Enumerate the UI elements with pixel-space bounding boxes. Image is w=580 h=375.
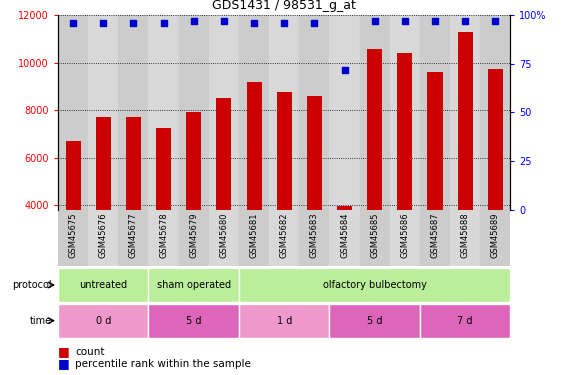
Text: sham operated: sham operated bbox=[157, 280, 231, 290]
Bar bbox=[96, 117, 111, 210]
Bar bbox=[427, 72, 443, 210]
Bar bbox=[239, 304, 329, 338]
Point bbox=[340, 67, 349, 73]
Text: ■: ■ bbox=[58, 345, 70, 358]
Text: GSM45686: GSM45686 bbox=[400, 213, 409, 258]
Bar bbox=[269, 15, 299, 210]
Point bbox=[219, 18, 229, 24]
Bar bbox=[329, 15, 360, 210]
Text: time: time bbox=[30, 316, 52, 326]
Bar bbox=[239, 268, 510, 302]
Point bbox=[99, 20, 108, 26]
Title: GDS1431 / 98531_g_at: GDS1431 / 98531_g_at bbox=[212, 0, 356, 12]
Text: GSM45689: GSM45689 bbox=[491, 213, 500, 258]
Bar bbox=[246, 82, 262, 210]
Bar bbox=[58, 268, 148, 302]
Bar bbox=[88, 210, 118, 266]
Bar bbox=[390, 15, 420, 210]
Text: untreated: untreated bbox=[79, 280, 127, 290]
Text: GSM45678: GSM45678 bbox=[159, 213, 168, 258]
Bar bbox=[209, 210, 239, 266]
Point bbox=[370, 18, 379, 24]
Bar bbox=[126, 117, 141, 210]
Bar bbox=[488, 69, 503, 210]
Point bbox=[310, 20, 319, 26]
Bar bbox=[397, 53, 412, 210]
Text: protocol: protocol bbox=[13, 280, 52, 290]
Point bbox=[280, 20, 289, 26]
Bar bbox=[148, 304, 239, 338]
Bar bbox=[390, 210, 420, 266]
Point bbox=[68, 20, 78, 26]
Text: GSM45682: GSM45682 bbox=[280, 213, 289, 258]
Bar bbox=[367, 50, 382, 210]
Bar bbox=[209, 15, 239, 210]
Text: 7 d: 7 d bbox=[458, 316, 473, 326]
Bar bbox=[148, 15, 179, 210]
Bar bbox=[480, 210, 510, 266]
Bar bbox=[58, 210, 88, 266]
Text: GSM45681: GSM45681 bbox=[249, 213, 259, 258]
Bar bbox=[360, 210, 390, 266]
Bar bbox=[299, 15, 329, 210]
Text: ■: ■ bbox=[58, 357, 70, 370]
Text: GSM45679: GSM45679 bbox=[189, 213, 198, 258]
Bar bbox=[307, 96, 322, 210]
Text: GSM45675: GSM45675 bbox=[68, 213, 78, 258]
Text: GSM45688: GSM45688 bbox=[461, 213, 470, 258]
Point bbox=[189, 18, 198, 24]
Text: 5 d: 5 d bbox=[186, 316, 201, 326]
Text: GSM45684: GSM45684 bbox=[340, 213, 349, 258]
Bar bbox=[118, 210, 148, 266]
Bar bbox=[450, 15, 480, 210]
Text: GSM45687: GSM45687 bbox=[430, 213, 440, 258]
Text: 1 d: 1 d bbox=[277, 316, 292, 326]
Bar bbox=[179, 15, 209, 210]
Point bbox=[430, 18, 440, 24]
Point bbox=[129, 20, 138, 26]
Bar bbox=[239, 210, 269, 266]
Bar bbox=[239, 15, 269, 210]
Bar bbox=[277, 92, 292, 210]
Text: olfactory bulbectomy: olfactory bulbectomy bbox=[322, 280, 427, 290]
Bar bbox=[179, 210, 209, 266]
Bar bbox=[269, 210, 299, 266]
Bar bbox=[299, 210, 329, 266]
Text: percentile rank within the sample: percentile rank within the sample bbox=[75, 359, 251, 369]
Bar bbox=[420, 304, 510, 338]
Text: GSM45676: GSM45676 bbox=[99, 213, 108, 258]
Text: 0 d: 0 d bbox=[96, 316, 111, 326]
Text: 5 d: 5 d bbox=[367, 316, 382, 326]
Bar bbox=[66, 141, 81, 210]
Point bbox=[461, 18, 470, 24]
Bar bbox=[329, 304, 420, 338]
Bar bbox=[420, 15, 450, 210]
Bar bbox=[458, 32, 473, 210]
Bar bbox=[186, 112, 201, 210]
Bar bbox=[480, 15, 510, 210]
Bar bbox=[420, 210, 450, 266]
Bar bbox=[148, 210, 179, 266]
Bar bbox=[58, 15, 88, 210]
Bar bbox=[58, 304, 148, 338]
Point bbox=[249, 20, 259, 26]
Bar bbox=[450, 210, 480, 266]
Text: GSM45683: GSM45683 bbox=[310, 213, 319, 258]
Bar bbox=[216, 98, 231, 210]
Point bbox=[159, 20, 168, 26]
Bar bbox=[148, 268, 239, 302]
Bar bbox=[360, 15, 390, 210]
Bar bbox=[118, 15, 148, 210]
Point bbox=[491, 18, 500, 24]
Bar bbox=[88, 15, 118, 210]
Text: count: count bbox=[75, 347, 105, 357]
Bar bbox=[337, 206, 352, 210]
Text: GSM45685: GSM45685 bbox=[370, 213, 379, 258]
Point bbox=[400, 18, 409, 24]
Bar bbox=[156, 128, 171, 210]
Text: GSM45680: GSM45680 bbox=[219, 213, 229, 258]
Text: GSM45677: GSM45677 bbox=[129, 213, 138, 258]
Bar bbox=[329, 210, 360, 266]
